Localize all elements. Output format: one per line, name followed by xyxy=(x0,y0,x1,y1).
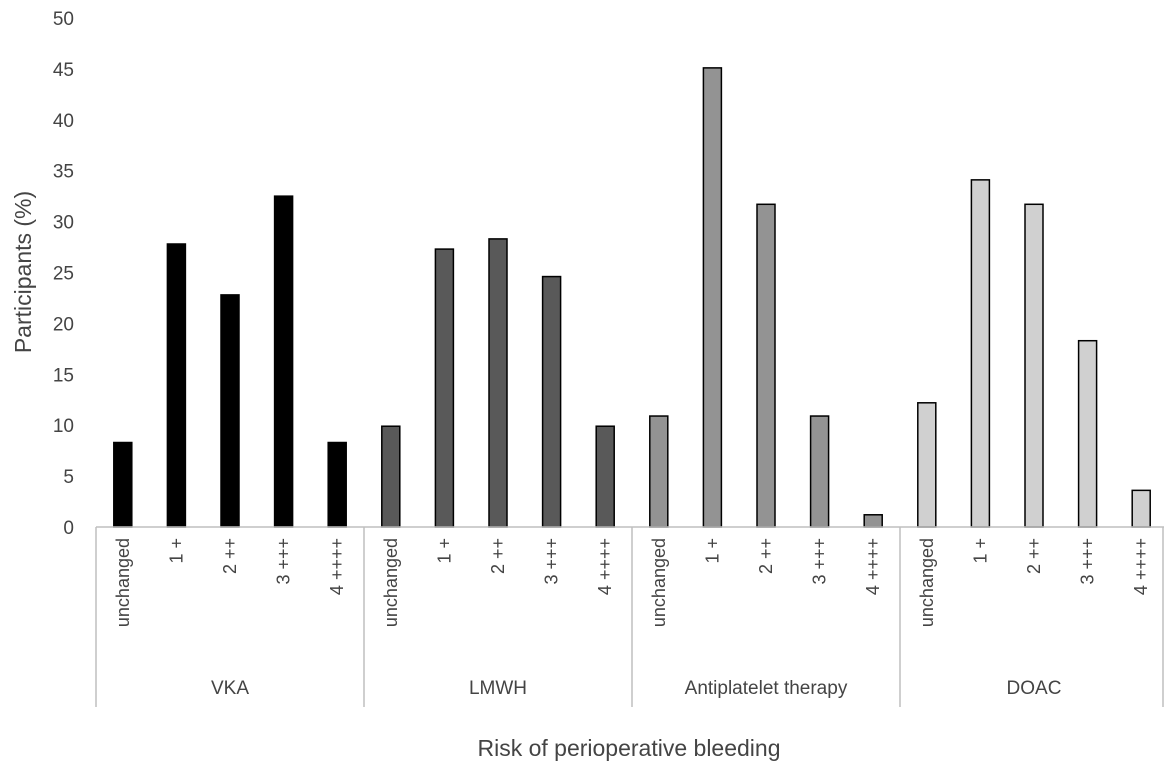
bar xyxy=(595,425,615,528)
bar xyxy=(1024,203,1044,528)
y-tick-label: 50 xyxy=(53,9,74,30)
y-tick-label: 0 xyxy=(63,518,74,539)
x-axis: unchanged 1 + 2 ++ 3 +++ 4 ++++ VKA unchanged 1… xyxy=(95,526,1164,707)
x-category-label: 1 + xyxy=(702,538,722,564)
x-category-label: unchanged xyxy=(649,538,669,627)
y-axis-ticks: 0 5 10 15 20 25 30 35 40 45 50 xyxy=(53,9,74,539)
bar xyxy=(756,203,776,528)
x-category-label: 4 ++++ xyxy=(863,538,883,595)
y-tick-label: 40 xyxy=(53,111,74,132)
x-category-label: 3 +++ xyxy=(810,538,830,585)
group-label: DOAC xyxy=(1007,678,1062,699)
x-category-label: 1 + xyxy=(970,538,990,564)
bar xyxy=(166,243,187,528)
y-tick-label: 20 xyxy=(53,314,74,335)
group-label: VKA xyxy=(211,678,249,699)
y-tick-label: 10 xyxy=(53,416,74,437)
y-tick-label: 45 xyxy=(53,60,74,81)
x-category-label: unchanged xyxy=(381,538,401,627)
y-tick-label: 5 xyxy=(63,467,74,488)
x-category-label: 3 +++ xyxy=(274,538,294,585)
bar xyxy=(1077,339,1098,528)
bar xyxy=(434,248,455,528)
bar xyxy=(649,415,669,528)
x-category-label: 1 + xyxy=(166,538,186,564)
y-tick-label: 15 xyxy=(53,365,74,386)
group-label: Antiplatelet therapy xyxy=(685,678,848,699)
x-category-label: unchanged xyxy=(113,538,133,627)
bar xyxy=(702,67,723,528)
bar xyxy=(541,275,562,528)
bar xyxy=(488,238,508,528)
y-tick-label: 25 xyxy=(53,264,74,285)
bar xyxy=(327,441,347,528)
x-category-label: 2 ++ xyxy=(756,538,776,574)
bar xyxy=(113,441,133,528)
bar xyxy=(809,415,830,528)
x-category-label: 4 ++++ xyxy=(327,538,347,595)
bar xyxy=(970,179,991,528)
x-category-label: 3 +++ xyxy=(542,538,562,585)
bar xyxy=(220,294,240,528)
group-label: LMWH xyxy=(469,678,527,699)
x-category-label: 3 +++ xyxy=(1078,538,1098,585)
x-category-label: 4 ++++ xyxy=(1131,538,1151,595)
y-axis-title: Participants (%) xyxy=(10,191,36,353)
y-tick-label: 30 xyxy=(53,213,74,234)
x-category-label: unchanged xyxy=(917,538,937,627)
bar xyxy=(863,514,883,528)
x-category-label: 1 + xyxy=(434,538,454,564)
y-tick-label: 35 xyxy=(53,162,74,183)
x-axis-title: Risk of perioperative bleeding xyxy=(477,735,780,761)
bar xyxy=(381,425,401,528)
bar xyxy=(917,402,937,528)
x-category-label: 2 ++ xyxy=(488,538,508,574)
bar xyxy=(1131,489,1151,528)
x-category-label: 4 ++++ xyxy=(595,538,615,595)
bars-layer xyxy=(113,67,1151,528)
bar xyxy=(273,195,294,528)
x-category-label: 2 ++ xyxy=(220,538,240,574)
x-category-label: 2 ++ xyxy=(1024,538,1044,574)
